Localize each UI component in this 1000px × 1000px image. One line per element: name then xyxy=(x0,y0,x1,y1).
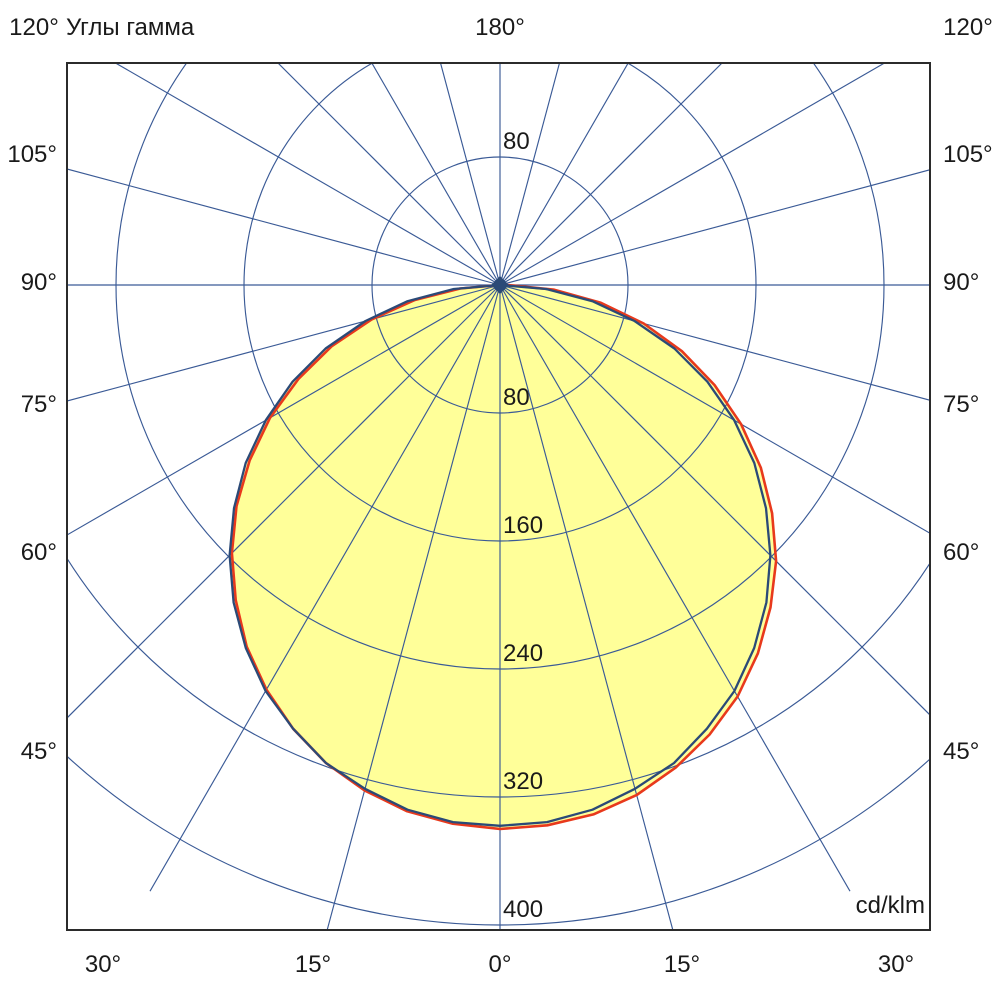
center-marker-icon xyxy=(491,276,509,294)
gamma-label-bottom-4-30: 30° xyxy=(877,951,915,978)
plot-frame xyxy=(66,62,931,931)
gamma-label-right-45: 45° xyxy=(943,738,980,765)
radial-tick-label-160: 160 xyxy=(503,512,544,539)
curve-c0-c180 xyxy=(230,283,778,831)
radial-tick-label-240: 240 xyxy=(503,640,544,667)
page-title: Углы гамма xyxy=(66,14,195,41)
gamma-label-bottom-0-30: 30° xyxy=(84,951,122,978)
radial-tick-label-80: 80 xyxy=(503,384,530,411)
gamma-label-left-45: 45° xyxy=(20,738,57,765)
gamma-label-right-90: 90° xyxy=(943,269,980,296)
gamma-label-bottom-3-15: 15° xyxy=(663,951,701,978)
gamma-label-left-75: 75° xyxy=(20,391,57,418)
gamma-label-left-60: 60° xyxy=(20,539,57,566)
curve-c90-c270 xyxy=(228,283,772,827)
gamma-label-bottom-1-15: 15° xyxy=(294,951,332,978)
gamma-label-bottom-2-0: 0° xyxy=(488,951,512,978)
radial-tick-label-upper-80: 80 xyxy=(503,128,530,155)
gamma-label-top-center-180: 180° xyxy=(475,14,525,41)
gamma-label-left-90: 90° xyxy=(20,269,57,296)
gamma-label-right-75: 75° xyxy=(943,391,980,418)
gamma-label-right-105: 105° xyxy=(943,141,993,168)
gamma-label-right-60: 60° xyxy=(943,539,980,566)
gamma-label-top-right-120: 120° xyxy=(943,14,993,41)
radial-tick-label-320: 320 xyxy=(503,768,544,795)
unit-label: cd/klm xyxy=(855,892,925,919)
radial-tick-label-400: 400 xyxy=(503,896,544,923)
gamma-label-top-left-120: 120° xyxy=(9,14,59,41)
gamma-label-left-105: 105° xyxy=(7,141,57,168)
